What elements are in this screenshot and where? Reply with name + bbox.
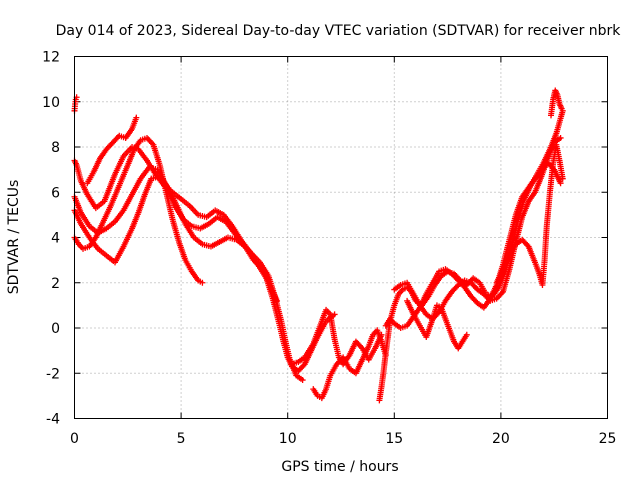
x-tick-label: 20 — [492, 431, 510, 447]
y-tick-label: 12 — [42, 50, 60, 66]
series-track-12 — [404, 297, 470, 352]
y-tick-label: 6 — [51, 185, 60, 201]
x-tick-label: 10 — [279, 431, 297, 447]
series-track-7 — [288, 306, 385, 368]
data-point — [559, 175, 566, 182]
data-point — [557, 180, 564, 187]
y-tick-label: 2 — [51, 276, 60, 292]
data-point — [274, 297, 281, 304]
y-tick-label: -4 — [46, 412, 60, 428]
data-point — [463, 331, 470, 338]
data-point — [558, 105, 565, 112]
x-tick-label: 0 — [70, 431, 79, 447]
series-track-13 — [493, 141, 566, 289]
chart-title: Day 014 of 2023, Sidereal Day-to-day VTE… — [56, 23, 622, 39]
series-track-14 — [548, 87, 565, 119]
series-track-10 — [382, 159, 564, 331]
data-point — [133, 114, 140, 121]
plot-frame — [74, 56, 608, 419]
y-axis-label: SDTVAR / TECUs — [6, 180, 22, 295]
tick-labels: 0 5 10 15 20 25 -4 -2 0 2 4 6 8 10 12 — [42, 50, 616, 448]
series-track-5 — [84, 114, 140, 187]
x-tick-label: 25 — [599, 431, 617, 447]
data-point — [299, 377, 306, 384]
x-tick-label: 15 — [385, 431, 403, 447]
y-tick-label: -2 — [46, 366, 60, 382]
data-point — [199, 279, 206, 286]
y-tick-label: 10 — [42, 95, 60, 111]
data-series — [71, 87, 566, 404]
y-tick-label: 0 — [51, 321, 60, 337]
x-tick-label: 5 — [177, 431, 186, 447]
x-axis-label: GPS time / hours — [281, 459, 398, 475]
series-track-4 — [71, 173, 281, 304]
data-point — [557, 134, 564, 141]
y-tick-label: 4 — [51, 231, 60, 247]
y-tick-label: 8 — [51, 140, 60, 156]
series-track-11 — [391, 134, 564, 322]
